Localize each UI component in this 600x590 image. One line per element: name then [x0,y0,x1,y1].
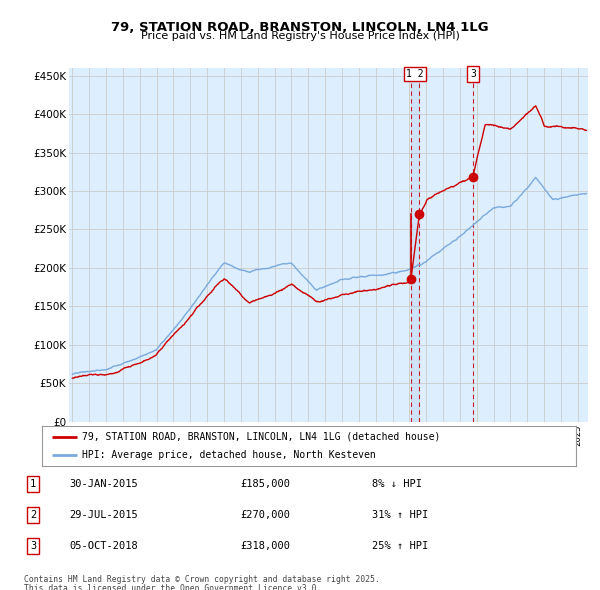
Text: Price paid vs. HM Land Registry's House Price Index (HPI): Price paid vs. HM Land Registry's House … [140,31,460,41]
Text: HPI: Average price, detached house, North Kesteven: HPI: Average price, detached house, Nort… [82,450,376,460]
Text: 05-OCT-2018: 05-OCT-2018 [69,541,138,550]
Text: 3: 3 [30,541,36,550]
Text: 2: 2 [30,510,36,520]
Text: £185,000: £185,000 [240,480,290,489]
Text: 79, STATION ROAD, BRANSTON, LINCOLN, LN4 1LG: 79, STATION ROAD, BRANSTON, LINCOLN, LN4… [111,21,489,34]
Text: 79, STATION ROAD, BRANSTON, LINCOLN, LN4 1LG (detached house): 79, STATION ROAD, BRANSTON, LINCOLN, LN4… [82,432,440,442]
Text: £270,000: £270,000 [240,510,290,520]
Bar [411,68,419,422]
Text: 3: 3 [470,69,476,79]
Text: 29-JUL-2015: 29-JUL-2015 [69,510,138,520]
Text: £318,000: £318,000 [240,541,290,550]
Text: 31% ↑ HPI: 31% ↑ HPI [372,510,428,520]
Text: 1 2: 1 2 [406,69,424,79]
Text: This data is licensed under the Open Government Licence v3.0.: This data is licensed under the Open Gov… [24,584,322,590]
Text: 1: 1 [30,480,36,489]
Text: 25% ↑ HPI: 25% ↑ HPI [372,541,428,550]
Text: Contains HM Land Registry data © Crown copyright and database right 2025.: Contains HM Land Registry data © Crown c… [24,575,380,584]
Text: 30-JAN-2015: 30-JAN-2015 [69,480,138,489]
Text: 8% ↓ HPI: 8% ↓ HPI [372,480,422,489]
